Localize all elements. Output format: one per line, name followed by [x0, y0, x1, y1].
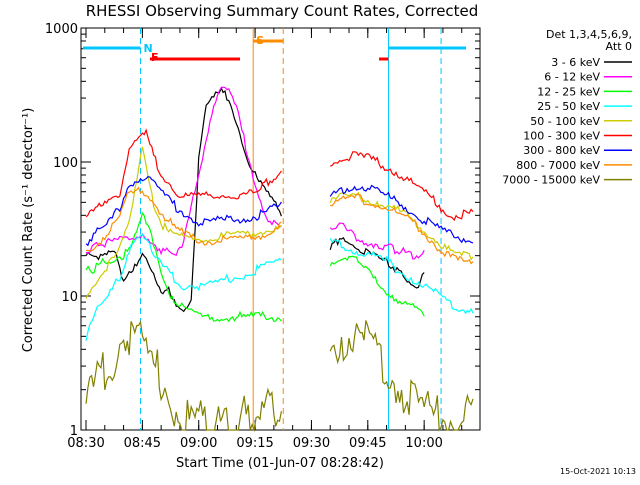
series-line-8 — [85, 320, 474, 433]
y-tick-label: 10 — [61, 290, 78, 305]
x-tick-label: 09:00 — [180, 436, 217, 451]
legend-label: 50 - 100 keV — [530, 115, 600, 128]
y-tick-label: 1000 — [45, 22, 78, 37]
legend-label: 12 - 25 keV — [537, 85, 600, 98]
x-tick-label: 09:45 — [349, 436, 386, 451]
series-line-5 — [85, 128, 474, 222]
series-line-3 — [85, 233, 474, 341]
marker-label-n: N — [143, 42, 152, 55]
legend-label: 7000 - 15000 keV — [502, 174, 600, 187]
plot-border — [80, 27, 481, 431]
series-line-0 — [85, 86, 425, 313]
y-axis-ticks: 1 10 100 1000 — [45, 22, 480, 439]
chart-title: RHESSI Observing Summary Count Rates, Co… — [86, 2, 479, 20]
series-line-6 — [85, 176, 474, 247]
series-line-4 — [85, 146, 474, 299]
legend-header-attenuator: Att 0 — [606, 40, 632, 53]
x-axis-ticks: 08:30 08:45 09:00 09:15 09:30 09:45 10:00 — [67, 28, 463, 451]
x-tick-label: 09:15 — [236, 436, 273, 451]
x-tick-label: 10:00 — [405, 436, 442, 451]
plot-frame — [80, 27, 481, 431]
legend-label: 800 - 7000 keV — [516, 159, 600, 172]
attenuator-markers: NF S — [83, 28, 466, 430]
series-line-2 — [85, 211, 425, 323]
y-axis-title: Corrected Count Rate (s⁻¹ detector⁻¹) — [21, 108, 36, 353]
marker-label-f: F — [151, 51, 159, 64]
x-axis-title: Start Time (01-Jun-07 08:28:42) — [176, 456, 384, 471]
legend-label: 3 - 6 keV — [551, 56, 600, 69]
legend-header-detectors: Det 1,3,4,5,6,9, — [546, 28, 632, 41]
legend-label: 6 - 12 keV — [544, 71, 600, 84]
marker-label-s: S — [256, 34, 264, 47]
legend-label: 25 - 50 keV — [537, 100, 600, 113]
legend-label: 300 - 800 keV — [523, 144, 600, 157]
y-tick-label: 1 — [70, 424, 78, 439]
x-tick-label: 09:30 — [293, 436, 330, 451]
plot-timestamp: 15-Oct-2021 10:13 — [560, 467, 636, 476]
y-tick-label: 100 — [53, 156, 78, 171]
legend-label: 100 - 300 keV — [523, 130, 600, 143]
x-tick-label: 08:45 — [124, 436, 161, 451]
series-line-7 — [85, 186, 474, 265]
legend: Det 1,3,4,5,6,9, Att 0 3 - 6 keV 6 - 12 k… — [502, 28, 632, 187]
series-layer — [85, 86, 474, 433]
x-tick-label: 08:30 — [67, 436, 104, 451]
